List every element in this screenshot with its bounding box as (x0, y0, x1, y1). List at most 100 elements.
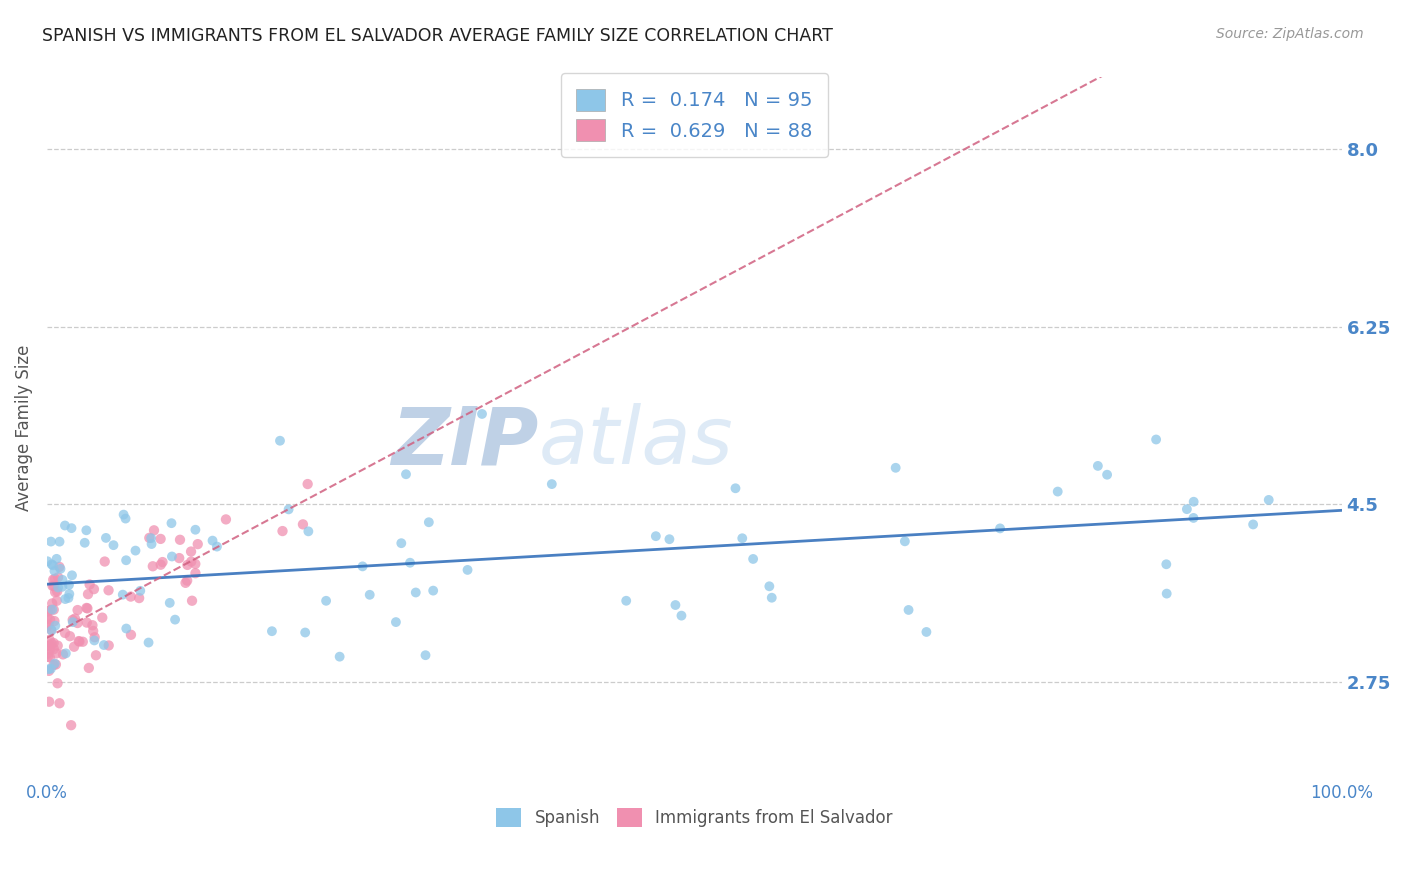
Point (42, 558, 65, 573)
Point (38, 642, 60, 657)
Point (1175, 502, 1198, 516)
Point (60, 521, 83, 535)
Point (297, 477, 319, 491)
Text: atlas: atlas (538, 403, 734, 481)
Point (988, 521, 1011, 535)
Point (58, 591, 80, 605)
Point (269, 434, 291, 448)
Point (614, 593, 637, 607)
Point (1182, 494, 1205, 508)
Point (48, 696, 70, 710)
Point (69, 634, 91, 648)
Text: SPANISH VS IMMIGRANTS FROM EL SALVADOR AVERAGE FAMILY SIZE CORRELATION CHART: SPANISH VS IMMIGRANTS FROM EL SALVADOR A… (42, 27, 832, 45)
Point (45, 594, 67, 608)
Point (58, 587, 80, 601)
Point (42, 642, 65, 657)
Point (915, 624, 938, 639)
Point (758, 579, 780, 593)
Point (1182, 511, 1205, 525)
Point (138, 531, 160, 545)
Point (658, 533, 681, 547)
Point (39, 613, 62, 627)
Point (45, 657, 67, 672)
Point (44, 564, 66, 578)
Point (38, 632, 60, 647)
Point (471, 407, 494, 421)
Point (39, 662, 62, 676)
Point (671, 608, 693, 623)
Point (37, 639, 59, 653)
Point (457, 563, 479, 577)
Point (77, 661, 100, 675)
Point (329, 649, 352, 664)
Point (55, 646, 77, 660)
Point (389, 536, 412, 550)
Point (1156, 586, 1178, 600)
Point (44, 585, 66, 599)
Point (152, 555, 174, 569)
Point (41, 602, 63, 616)
Point (72, 634, 94, 648)
Point (82, 618, 104, 632)
Point (1046, 484, 1069, 499)
Point (38, 639, 60, 653)
Point (46, 584, 69, 599)
Point (91, 610, 114, 624)
Point (1144, 433, 1167, 447)
Point (76, 601, 98, 615)
Point (93, 638, 115, 652)
Point (52, 648, 75, 662)
Point (39, 534, 62, 549)
Point (63, 611, 86, 625)
Point (45, 647, 67, 661)
Point (181, 593, 204, 607)
Point (205, 540, 228, 554)
Point (51, 573, 73, 587)
Point (44, 572, 66, 586)
Point (359, 588, 381, 602)
Point (48, 559, 70, 574)
Point (1257, 492, 1279, 507)
Point (399, 556, 422, 570)
Point (53, 518, 76, 533)
Point (42, 579, 65, 593)
Point (143, 524, 166, 538)
Point (180, 544, 202, 558)
Point (44, 618, 66, 632)
Point (297, 524, 319, 539)
Point (51, 580, 73, 594)
Point (187, 537, 209, 551)
Point (41, 579, 63, 593)
Point (76, 615, 98, 630)
Point (42, 636, 65, 650)
Point (176, 558, 198, 572)
Point (39, 623, 62, 637)
Text: ZIP: ZIP (391, 403, 538, 481)
Point (83, 633, 105, 648)
Point (46, 676, 69, 690)
Point (884, 460, 907, 475)
Point (174, 575, 197, 590)
Point (41, 624, 63, 638)
Text: Source: ZipAtlas.com: Source: ZipAtlas.com (1216, 27, 1364, 41)
Point (112, 508, 135, 522)
Point (62, 613, 84, 627)
Point (82, 624, 104, 638)
Point (260, 624, 283, 639)
Point (352, 559, 374, 574)
Point (83, 582, 105, 596)
Y-axis label: Average Family Size: Average Family Size (15, 345, 32, 511)
Point (540, 477, 562, 491)
Point (41, 558, 63, 572)
Point (167, 551, 190, 566)
Point (664, 598, 686, 612)
Point (139, 531, 162, 545)
Point (83, 630, 105, 644)
Point (315, 594, 337, 608)
Point (46, 570, 69, 584)
Point (46, 581, 69, 595)
Point (184, 557, 207, 571)
Point (724, 481, 747, 495)
Point (66, 615, 89, 630)
Point (37, 620, 59, 634)
